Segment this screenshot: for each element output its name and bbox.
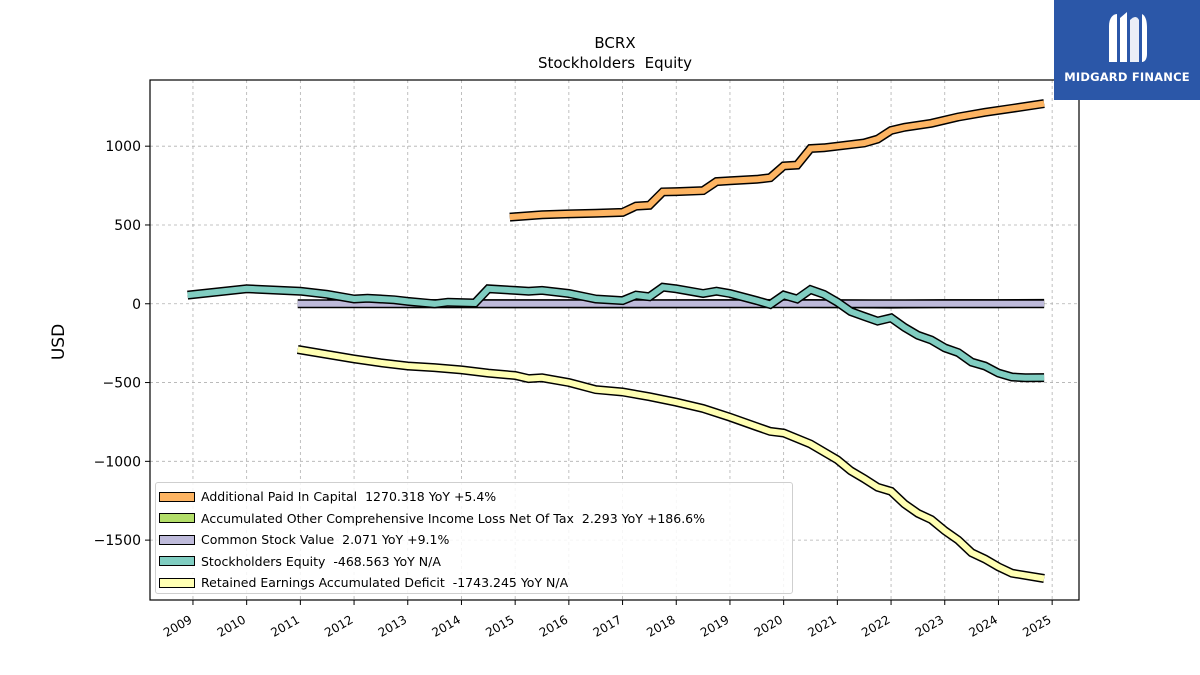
series-line xyxy=(187,284,1045,381)
plot-area-frame xyxy=(149,79,1080,601)
y-tick-label: −1000 xyxy=(94,454,141,470)
y-tick-label: −1500 xyxy=(94,533,141,549)
y-tick-label: −500 xyxy=(103,376,141,392)
y-axis: 1000 500 0 −500 −1000 −1500 xyxy=(94,139,150,549)
x-tick-label: 2017 xyxy=(591,612,624,639)
series-line xyxy=(297,346,1045,582)
x-tick-label: 2012 xyxy=(322,612,355,639)
series-additional-paid-in-capital xyxy=(509,99,1045,222)
x-tick-label: 2018 xyxy=(644,612,677,639)
legend-label: Common Stock Value 2.071 YoY +9.1% xyxy=(201,532,450,548)
legend-swatch xyxy=(159,534,195,545)
legend-label: Retained Earnings Accumulated Deficit -1… xyxy=(201,575,569,591)
midgard-logo-icon xyxy=(1109,12,1147,62)
x-tick-label: 2023 xyxy=(913,612,946,639)
series-outline xyxy=(509,99,1045,222)
series-line xyxy=(509,100,1045,221)
x-tick-label: 2019 xyxy=(698,612,731,639)
x-tick-label: 2011 xyxy=(268,612,301,639)
logo-text: MIDGARD FINANCE xyxy=(1064,70,1190,84)
legend-swatch xyxy=(159,556,195,567)
legend-swatch xyxy=(159,513,195,524)
midgard-finance-logo: MIDGARD FINANCE xyxy=(1054,0,1200,100)
legend-swatch xyxy=(159,577,195,588)
legend-item: Stockholders Equity -468.563 YoY N/A xyxy=(159,551,792,573)
x-tick-label: 2013 xyxy=(376,612,409,639)
y-axis-label: USD xyxy=(49,324,69,360)
x-axis: 2009 2010 2011 2012 2013 2014 2015 2016 2017 2018… xyxy=(161,600,1054,640)
y-tick-label: 1000 xyxy=(105,139,141,155)
x-tick-label: 2010 xyxy=(215,612,248,639)
chart-title: BCRX xyxy=(594,34,635,52)
legend-swatch xyxy=(159,491,195,502)
chart-legend: Additional Paid In Capital 1270.318 YoY … xyxy=(155,482,793,594)
legend-label: Stockholders Equity -468.563 YoY N/A xyxy=(201,553,441,569)
x-tick-label: 2020 xyxy=(752,612,785,639)
chart-subtitle: Stockholders Equity xyxy=(538,54,692,72)
legend-item: Common Stock Value 2.071 YoY +9.1% xyxy=(159,529,792,551)
x-tick-label: 2025 xyxy=(1020,612,1053,639)
x-tick-label: 2022 xyxy=(859,612,892,639)
legend-label: Accumulated Other Comprehensive Income L… xyxy=(201,510,706,526)
x-tick-label: 2015 xyxy=(483,612,516,639)
x-tick-label: 2024 xyxy=(966,612,999,639)
legend-label: Additional Paid In Capital 1270.318 YoY … xyxy=(201,489,497,505)
legend-item: Accumulated Other Comprehensive Income L… xyxy=(159,508,792,530)
series-retained-earnings-accumulated-deficit xyxy=(296,345,1045,583)
series-stockholders-equity xyxy=(187,282,1045,383)
legend-item: Retained Earnings Accumulated Deficit -1… xyxy=(159,572,792,594)
series-lines xyxy=(187,99,1045,583)
x-tick-label: 2021 xyxy=(805,612,838,639)
x-tick-label: 2009 xyxy=(161,612,194,639)
x-tick-label: 2016 xyxy=(537,612,570,639)
x-tick-label: 2014 xyxy=(430,612,463,639)
y-tick-label: 0 xyxy=(132,297,141,313)
y-tick-label: 500 xyxy=(114,218,141,234)
legend-item: Additional Paid In Capital 1270.318 YoY … xyxy=(159,486,792,508)
